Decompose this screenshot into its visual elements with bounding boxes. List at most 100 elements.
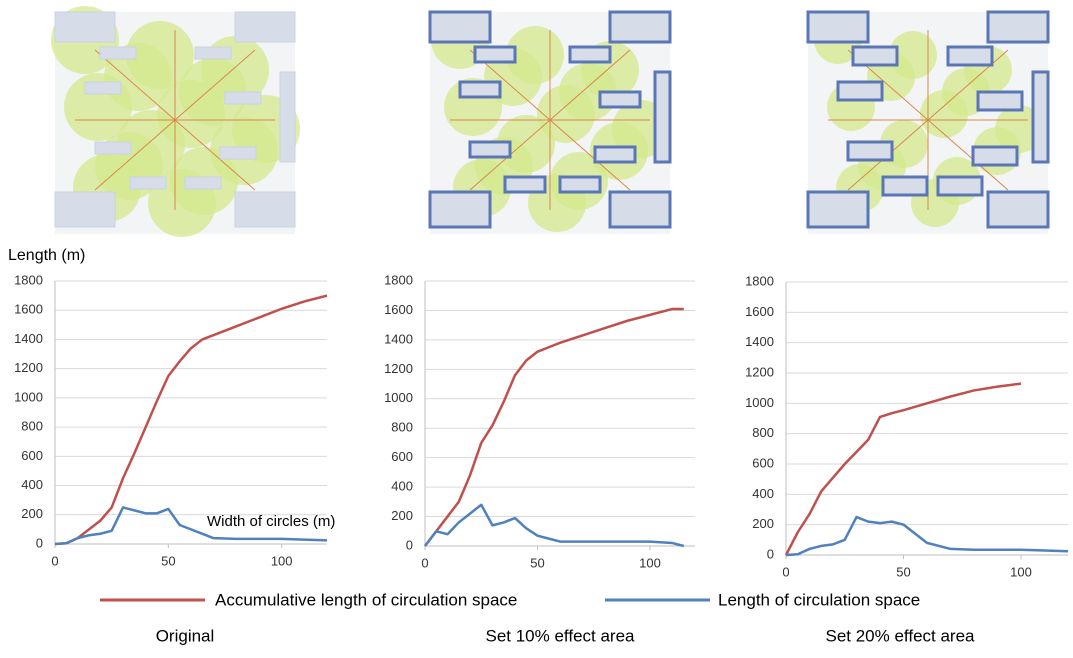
y-tick-label: 1600 bbox=[384, 302, 413, 317]
plan-building bbox=[194, 46, 232, 60]
x-tick-label: 0 bbox=[782, 564, 789, 579]
y-tick-label: 0 bbox=[406, 537, 413, 552]
x-tick-label: 50 bbox=[161, 553, 175, 568]
y-tick-label: 1800 bbox=[14, 272, 43, 287]
plan-building bbox=[806, 190, 870, 229]
plan-circle bbox=[117, 110, 185, 178]
plan-building bbox=[598, 90, 642, 109]
y-tick-label: 1600 bbox=[14, 302, 43, 317]
y-tick-label: 0 bbox=[36, 535, 43, 550]
chart-caption: Set 20% effect area bbox=[825, 626, 975, 645]
x-tick-label: 50 bbox=[530, 555, 544, 570]
y-tick-label: 1800 bbox=[745, 273, 774, 288]
plan-building bbox=[846, 140, 894, 162]
y-tick-label: 400 bbox=[752, 486, 774, 501]
plan-building bbox=[468, 140, 512, 159]
x-tick-label: 0 bbox=[51, 553, 58, 568]
plan-building bbox=[94, 141, 132, 155]
plan-building bbox=[936, 175, 984, 197]
plan-building bbox=[428, 10, 492, 44]
plan-circle bbox=[995, 105, 1043, 153]
plan-building bbox=[219, 146, 257, 160]
plan-building bbox=[1031, 70, 1050, 164]
plan-building bbox=[608, 190, 672, 229]
plan-building bbox=[234, 11, 296, 43]
series-line bbox=[54, 294, 328, 546]
plan-building bbox=[473, 45, 517, 64]
series-line bbox=[424, 307, 684, 547]
site-plan bbox=[51, 6, 300, 237]
series-line bbox=[784, 382, 1022, 556]
plan-building bbox=[558, 175, 602, 194]
series-line bbox=[785, 515, 1069, 557]
plan-building bbox=[986, 10, 1050, 44]
y-tick-label: 200 bbox=[391, 508, 413, 523]
x-tick-label: 100 bbox=[639, 555, 661, 570]
y-tick-label: 0 bbox=[767, 546, 774, 561]
y-tick-label: 800 bbox=[752, 425, 774, 440]
y-tick-label: 1000 bbox=[14, 389, 43, 404]
x-tick-label: 100 bbox=[1010, 564, 1032, 579]
plan-building bbox=[503, 175, 547, 194]
plan-path bbox=[75, 30, 275, 210]
series-line bbox=[424, 503, 685, 548]
y-tick-label: 1200 bbox=[14, 360, 43, 375]
y-tick-label: 200 bbox=[752, 516, 774, 531]
plan-building bbox=[99, 46, 137, 60]
plan-building bbox=[836, 80, 884, 102]
y-tick-label: 1800 bbox=[384, 272, 413, 287]
plan-building bbox=[851, 45, 899, 67]
plan-building bbox=[129, 176, 167, 190]
plan-path bbox=[450, 30, 650, 210]
plan-building bbox=[428, 190, 492, 229]
plan-building bbox=[971, 145, 1019, 167]
plan-circle bbox=[889, 31, 937, 79]
chart-caption: Set 10% effect area bbox=[485, 626, 635, 645]
y-tick-label: 1000 bbox=[745, 395, 774, 410]
x-tick-label: 50 bbox=[896, 564, 910, 579]
legend-label: Accumulative length of circulation space bbox=[215, 590, 517, 609]
y-tick-label: 1200 bbox=[384, 361, 413, 376]
x-tick-label: 0 bbox=[421, 555, 428, 570]
y-tick-label: 800 bbox=[391, 420, 413, 435]
plan-building bbox=[593, 145, 637, 164]
plan-building bbox=[653, 70, 672, 164]
plan-building bbox=[946, 45, 994, 67]
plan-building bbox=[986, 190, 1050, 229]
y-tick-label: 1000 bbox=[384, 390, 413, 405]
plan-building bbox=[224, 91, 262, 105]
plan-circle bbox=[126, 21, 194, 89]
plan-building bbox=[976, 90, 1024, 112]
y-axis-label: Length (m) bbox=[8, 247, 85, 264]
x-axis-label: Width of circles (m) bbox=[207, 513, 335, 530]
x-tick-label: 100 bbox=[271, 553, 293, 568]
y-tick-label: 1400 bbox=[14, 331, 43, 346]
y-tick-label: 1600 bbox=[745, 304, 774, 319]
y-tick-label: 600 bbox=[391, 449, 413, 464]
site-plan bbox=[428, 10, 672, 234]
plan-building bbox=[84, 81, 122, 95]
y-tick-label: 200 bbox=[21, 506, 43, 521]
plan-path bbox=[828, 30, 1028, 210]
plan-building bbox=[279, 71, 296, 163]
y-tick-label: 1200 bbox=[745, 364, 774, 379]
y-tick-label: 600 bbox=[752, 455, 774, 470]
plan-building bbox=[234, 191, 296, 228]
site-plan bbox=[806, 10, 1050, 234]
plan-building bbox=[54, 11, 116, 43]
y-tick-label: 1400 bbox=[384, 331, 413, 346]
y-tick-label: 600 bbox=[21, 448, 43, 463]
legend-label: Length of circulation space bbox=[718, 590, 920, 609]
plan-building bbox=[184, 176, 222, 190]
plan-building bbox=[458, 80, 502, 99]
plan-building bbox=[806, 10, 870, 44]
series-line bbox=[54, 506, 328, 546]
y-tick-label: 1400 bbox=[745, 334, 774, 349]
y-tick-label: 400 bbox=[21, 477, 43, 492]
plan-building bbox=[54, 191, 116, 228]
plan-building bbox=[608, 10, 672, 44]
y-tick-label: 800 bbox=[21, 419, 43, 434]
plan-building bbox=[568, 45, 612, 64]
chart-caption: Original bbox=[156, 626, 215, 645]
